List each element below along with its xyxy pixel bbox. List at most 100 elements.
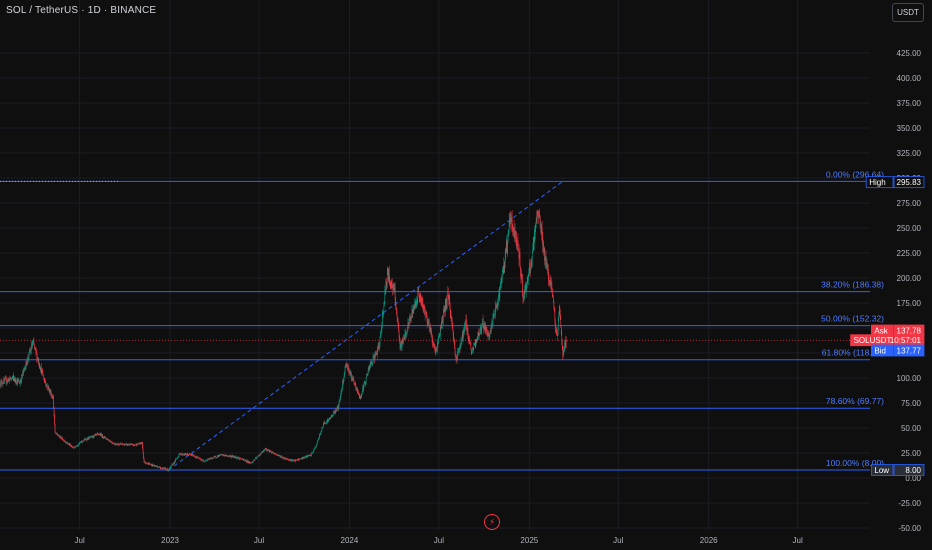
candle-up: [504, 259, 506, 274]
candle-down: [164, 467, 165, 469]
candle-down: [165, 467, 166, 471]
candle-down: [266, 448, 267, 452]
candle-up: [412, 304, 414, 319]
trend-line[interactable]: [168, 180, 564, 471]
candle-down: [1, 378, 3, 387]
candle-down: [174, 460, 176, 463]
candle-up: [332, 412, 334, 417]
candle-up: [559, 305, 560, 316]
candle-up: [356, 387, 358, 391]
candle-up: [322, 427, 323, 428]
candle-down: [337, 403, 339, 411]
candle-down: [260, 453, 261, 456]
candle-down: [330, 416, 332, 420]
candle-up: [305, 455, 307, 459]
candle-up: [10, 378, 12, 380]
candle-down: [94, 434, 95, 437]
candle-down: [57, 433, 58, 437]
candle-down: [264, 448, 266, 451]
candle-down: [68, 443, 70, 445]
y-tick-label: 50.00: [901, 424, 922, 433]
candle-up: [175, 457, 177, 461]
candle-up: [100, 432, 102, 437]
candle-up: [75, 445, 76, 447]
candle-down: [173, 462, 175, 465]
candle-down: [270, 449, 271, 453]
candle-down: [404, 335, 405, 341]
price-label-value-text: 295.83: [897, 178, 922, 187]
candle-up: [508, 212, 510, 234]
candle-up: [129, 443, 131, 446]
candle-up: [262, 450, 263, 453]
fib-level-label: 78.60% (69.77): [826, 396, 884, 406]
candle-down: [483, 321, 485, 331]
candle-up: [273, 452, 275, 454]
candle-down: [515, 232, 517, 246]
candle-up: [284, 457, 285, 460]
candle-down: [162, 467, 163, 470]
candle-up: [299, 458, 300, 461]
candle-up: [311, 452, 313, 455]
candle-down: [283, 456, 284, 459]
candle-down: [539, 208, 540, 218]
candlestick-series[interactable]: [0, 208, 567, 472]
candle-down: [120, 442, 122, 445]
candle-up: [532, 236, 534, 251]
lightning-icon[interactable]: ⚡: [484, 514, 500, 530]
candle-up: [525, 282, 526, 292]
candle-up: [126, 443, 128, 446]
currency-button[interactable]: USDT: [892, 3, 924, 22]
candle-up: [9, 378, 10, 384]
candle-down: [348, 367, 350, 376]
candle-up: [243, 458, 245, 461]
candle-down: [37, 357, 39, 363]
candle-down: [202, 459, 204, 461]
candle-down: [112, 442, 114, 444]
candle-up: [60, 435, 61, 438]
candle-up: [329, 416, 331, 420]
candle-up: [285, 458, 287, 460]
candle-up: [362, 384, 364, 393]
candle-down: [409, 313, 411, 322]
candle-down: [48, 388, 50, 393]
candle-up: [213, 456, 215, 459]
candle-up: [237, 457, 239, 460]
candle-up: [373, 352, 375, 359]
candle-up: [384, 285, 386, 304]
candle-down: [131, 443, 133, 446]
candle-up: [329, 417, 331, 420]
candle-up: [313, 449, 314, 453]
symbol-title[interactable]: SOL / TetherUS · 1D · BINANCE: [6, 5, 157, 16]
candle-down: [211, 457, 213, 460]
candle-up: [141, 441, 143, 445]
candle-up: [251, 460, 253, 464]
candle-up: [222, 454, 223, 456]
candle-up: [110, 440, 112, 443]
candle-up: [319, 433, 321, 437]
candle-down: [432, 340, 434, 349]
candle-down: [81, 440, 82, 443]
candle-up: [170, 465, 172, 467]
candle-down: [44, 378, 46, 384]
candle-down: [58, 435, 59, 437]
candle-down: [222, 454, 224, 457]
candle-down: [383, 311, 384, 318]
candle-up: [20, 378, 21, 383]
candle-down: [84, 438, 85, 441]
candle-down: [296, 459, 297, 461]
candle-up: [482, 318, 483, 328]
candle-down: [219, 454, 220, 456]
candle-up: [138, 443, 139, 445]
candle-down: [474, 339, 476, 349]
candle-down: [418, 291, 420, 303]
candle-up: [336, 410, 337, 412]
candle-up: [361, 390, 363, 395]
time-axis[interactable]: Jul 2023 Jul 2024 Jul 2025 Jul 2026 Jul: [75, 536, 803, 545]
candle-down: [288, 459, 290, 462]
fib-retracement[interactable]: 0.00% (296.64) 38.20% (186.38) 50.00% (152…: [0, 169, 884, 471]
candle-down: [520, 266, 521, 277]
candle-down: [399, 335, 400, 344]
candle-up: [386, 266, 388, 289]
candle-up: [385, 278, 387, 296]
